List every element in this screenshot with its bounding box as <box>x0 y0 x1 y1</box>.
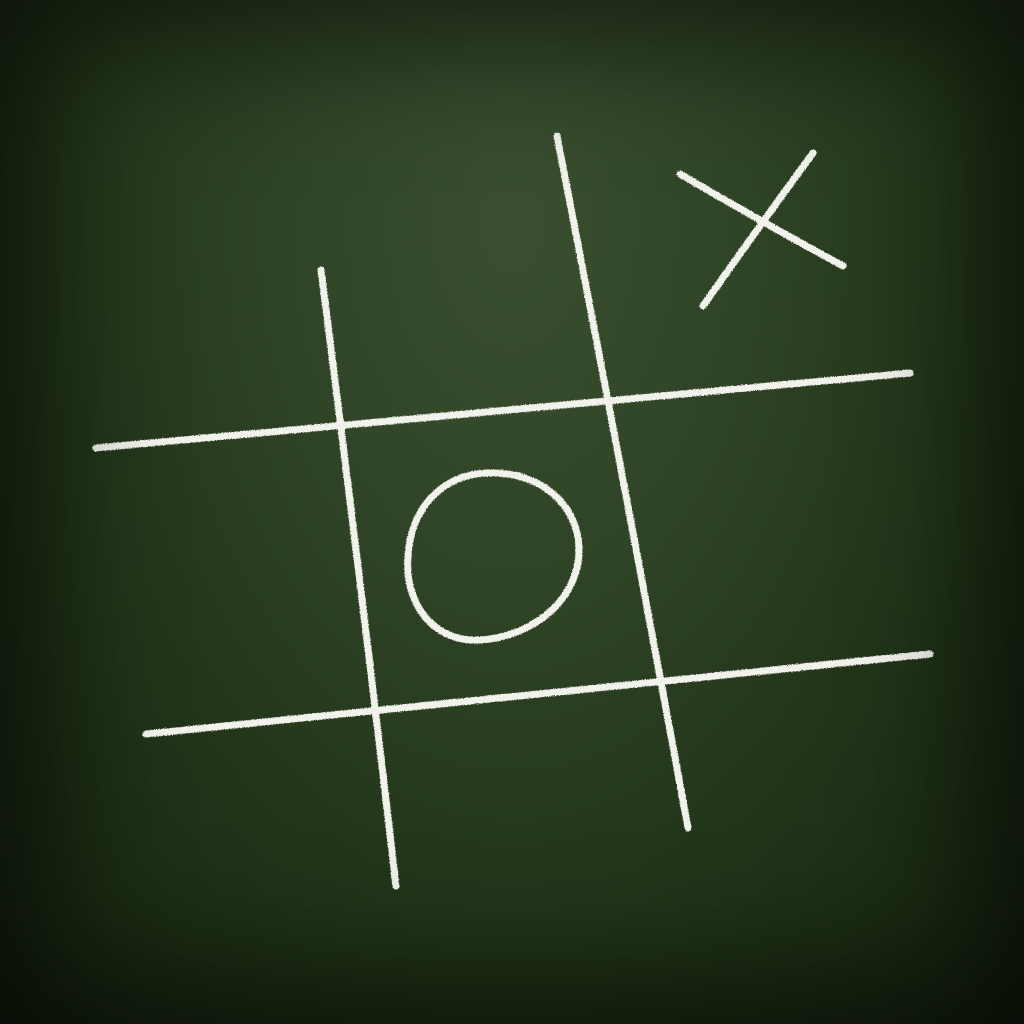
board-cell-2-3[interactable] <box>606 359 903 679</box>
grid-line-horizontal-2 <box>142 650 934 738</box>
board-cell-3-3[interactable] <box>636 645 933 965</box>
o-mark-stroke <box>404 469 583 644</box>
board-cell-1-3[interactable] <box>576 73 873 393</box>
board-cell-2-1[interactable] <box>72 427 369 747</box>
board-cell-3-1[interactable] <box>102 713 399 1024</box>
x-mark <box>676 149 847 310</box>
grid-line-horizontal-1 <box>92 369 914 452</box>
grid-lines <box>92 132 934 890</box>
board-cell-1-2[interactable] <box>309 107 606 427</box>
grid-line-vertical-1 <box>317 266 400 890</box>
marks-layer <box>404 149 847 644</box>
o-mark <box>404 469 583 644</box>
board-cell-1-1[interactable] <box>42 141 339 461</box>
grid-line-vertical-2 <box>553 132 692 832</box>
cells-layer <box>42 73 933 1024</box>
x-mark-stroke-2 <box>699 149 817 310</box>
board-cell-3-2[interactable] <box>369 679 666 999</box>
board-cell-2-2[interactable] <box>339 393 636 713</box>
